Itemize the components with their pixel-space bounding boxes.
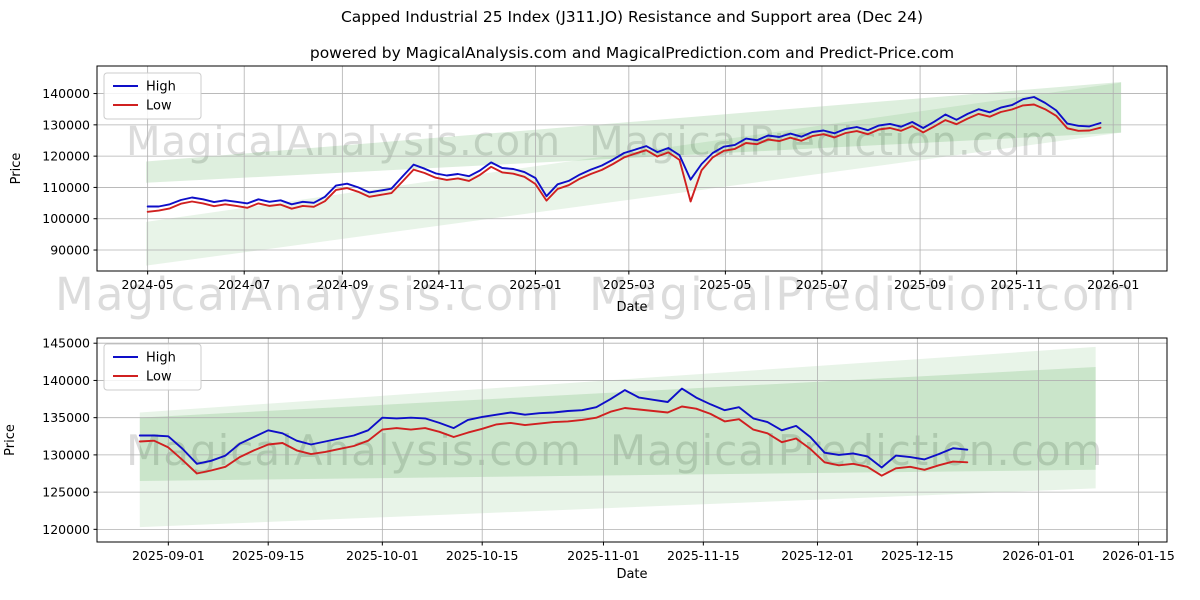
- watermark-row: MagicalAnalysis.com MagicalPrediction.com: [126, 122, 1060, 162]
- x-tick-label: 2025-11-01: [567, 548, 640, 563]
- y-tick-label: 100000: [42, 211, 90, 226]
- high-line: [138, 387, 969, 469]
- legend: High Low: [103, 343, 202, 391]
- legend-box: [103, 72, 202, 120]
- x-tick-label: 2025-09-15: [232, 548, 305, 563]
- y-tick-label: 135000: [42, 410, 90, 425]
- y-tick-label: 90000: [50, 243, 90, 258]
- y-tick-label: 130000: [42, 447, 90, 462]
- x-tick-label: 2025-03: [603, 277, 655, 292]
- legend-label: Low: [146, 370, 172, 385]
- watermark-text: MagicalAnalysis.com: [126, 119, 562, 165]
- resistance-area: [139, 367, 1096, 481]
- y-tick-label: 125000: [42, 485, 90, 500]
- x-tick-label: 2025-09-01: [132, 548, 205, 563]
- x-tick-label: 2025-12-15: [881, 548, 954, 563]
- legend-box: [103, 343, 202, 391]
- low-line: [138, 405, 969, 477]
- y-tick-label: 140000: [42, 86, 90, 101]
- y-tick-label: 130000: [42, 117, 90, 132]
- x-tick-label: 2025-11-15: [667, 548, 740, 563]
- plot-frame: [96, 337, 1168, 543]
- watermark-text: MagicalPrediction.com: [589, 119, 1060, 165]
- chart-recent-daily: 2025-09-01 2025-09-15 2025-10-01 2025-10-15…: [3, 336, 1175, 582]
- x-axis-label: Date: [616, 567, 647, 582]
- support-area: [139, 346, 1096, 528]
- x-axis-label: Date: [616, 300, 647, 315]
- y-axis-label: Price: [9, 153, 24, 185]
- x-tick-label: 2025-01: [509, 277, 561, 292]
- low-line: [146, 103, 1102, 213]
- x-tick-label: 2025-07: [796, 277, 848, 292]
- x-tick-label: 2025-10-01: [346, 548, 419, 563]
- y-axis-label: Price: [3, 424, 18, 456]
- x-tick-label: 2025-12-01: [781, 548, 854, 563]
- chart-title: Capped Industrial 25 Index (J311.JO) Res…: [340, 8, 923, 26]
- chart-full-history: 2024-05 2024-07 2024-09 2024-11 2025-01 2025-…: [9, 65, 1168, 315]
- y-tick-label: 145000: [42, 336, 90, 351]
- x-tick-label: 2025-10-15: [446, 548, 519, 563]
- support-area: [146, 82, 1122, 266]
- y-tick-label: 120000: [42, 522, 90, 537]
- plot-frame: [96, 65, 1168, 272]
- watermark-text: MagicalAnalysis.com: [55, 268, 562, 321]
- x-tick-label: 2026-01-01: [1002, 548, 1075, 563]
- legend-label: High: [146, 80, 176, 95]
- legend-label: Low: [146, 99, 172, 114]
- x-tick-label: 2024-09: [316, 277, 368, 292]
- high-line: [146, 96, 1102, 208]
- x-tick-label: 2025-09: [894, 277, 946, 292]
- x-tick-label: 2026-01: [1087, 277, 1139, 292]
- y-tick-label: 140000: [42, 373, 90, 388]
- x-tick-label: 2026-01-15: [1102, 548, 1175, 563]
- x-tick-label: 2024-05: [122, 277, 174, 292]
- resistance-area: [146, 81, 1122, 183]
- x-tick-label: 2025-11: [991, 277, 1043, 292]
- y-tick-label: 110000: [42, 180, 90, 195]
- x-tick-label: 2025-05: [699, 277, 751, 292]
- legend: High Low: [103, 72, 202, 120]
- chart-subtitle: powered by MagicalAnalysis.com and Magic…: [309, 44, 955, 62]
- x-tick-label: 2024-07: [218, 277, 270, 292]
- watermark-text: MagicalPrediction.com: [589, 268, 1138, 321]
- y-tick-label: 120000: [42, 149, 90, 164]
- x-tick-label: 2024-11: [413, 277, 465, 292]
- legend-label: High: [146, 351, 176, 366]
